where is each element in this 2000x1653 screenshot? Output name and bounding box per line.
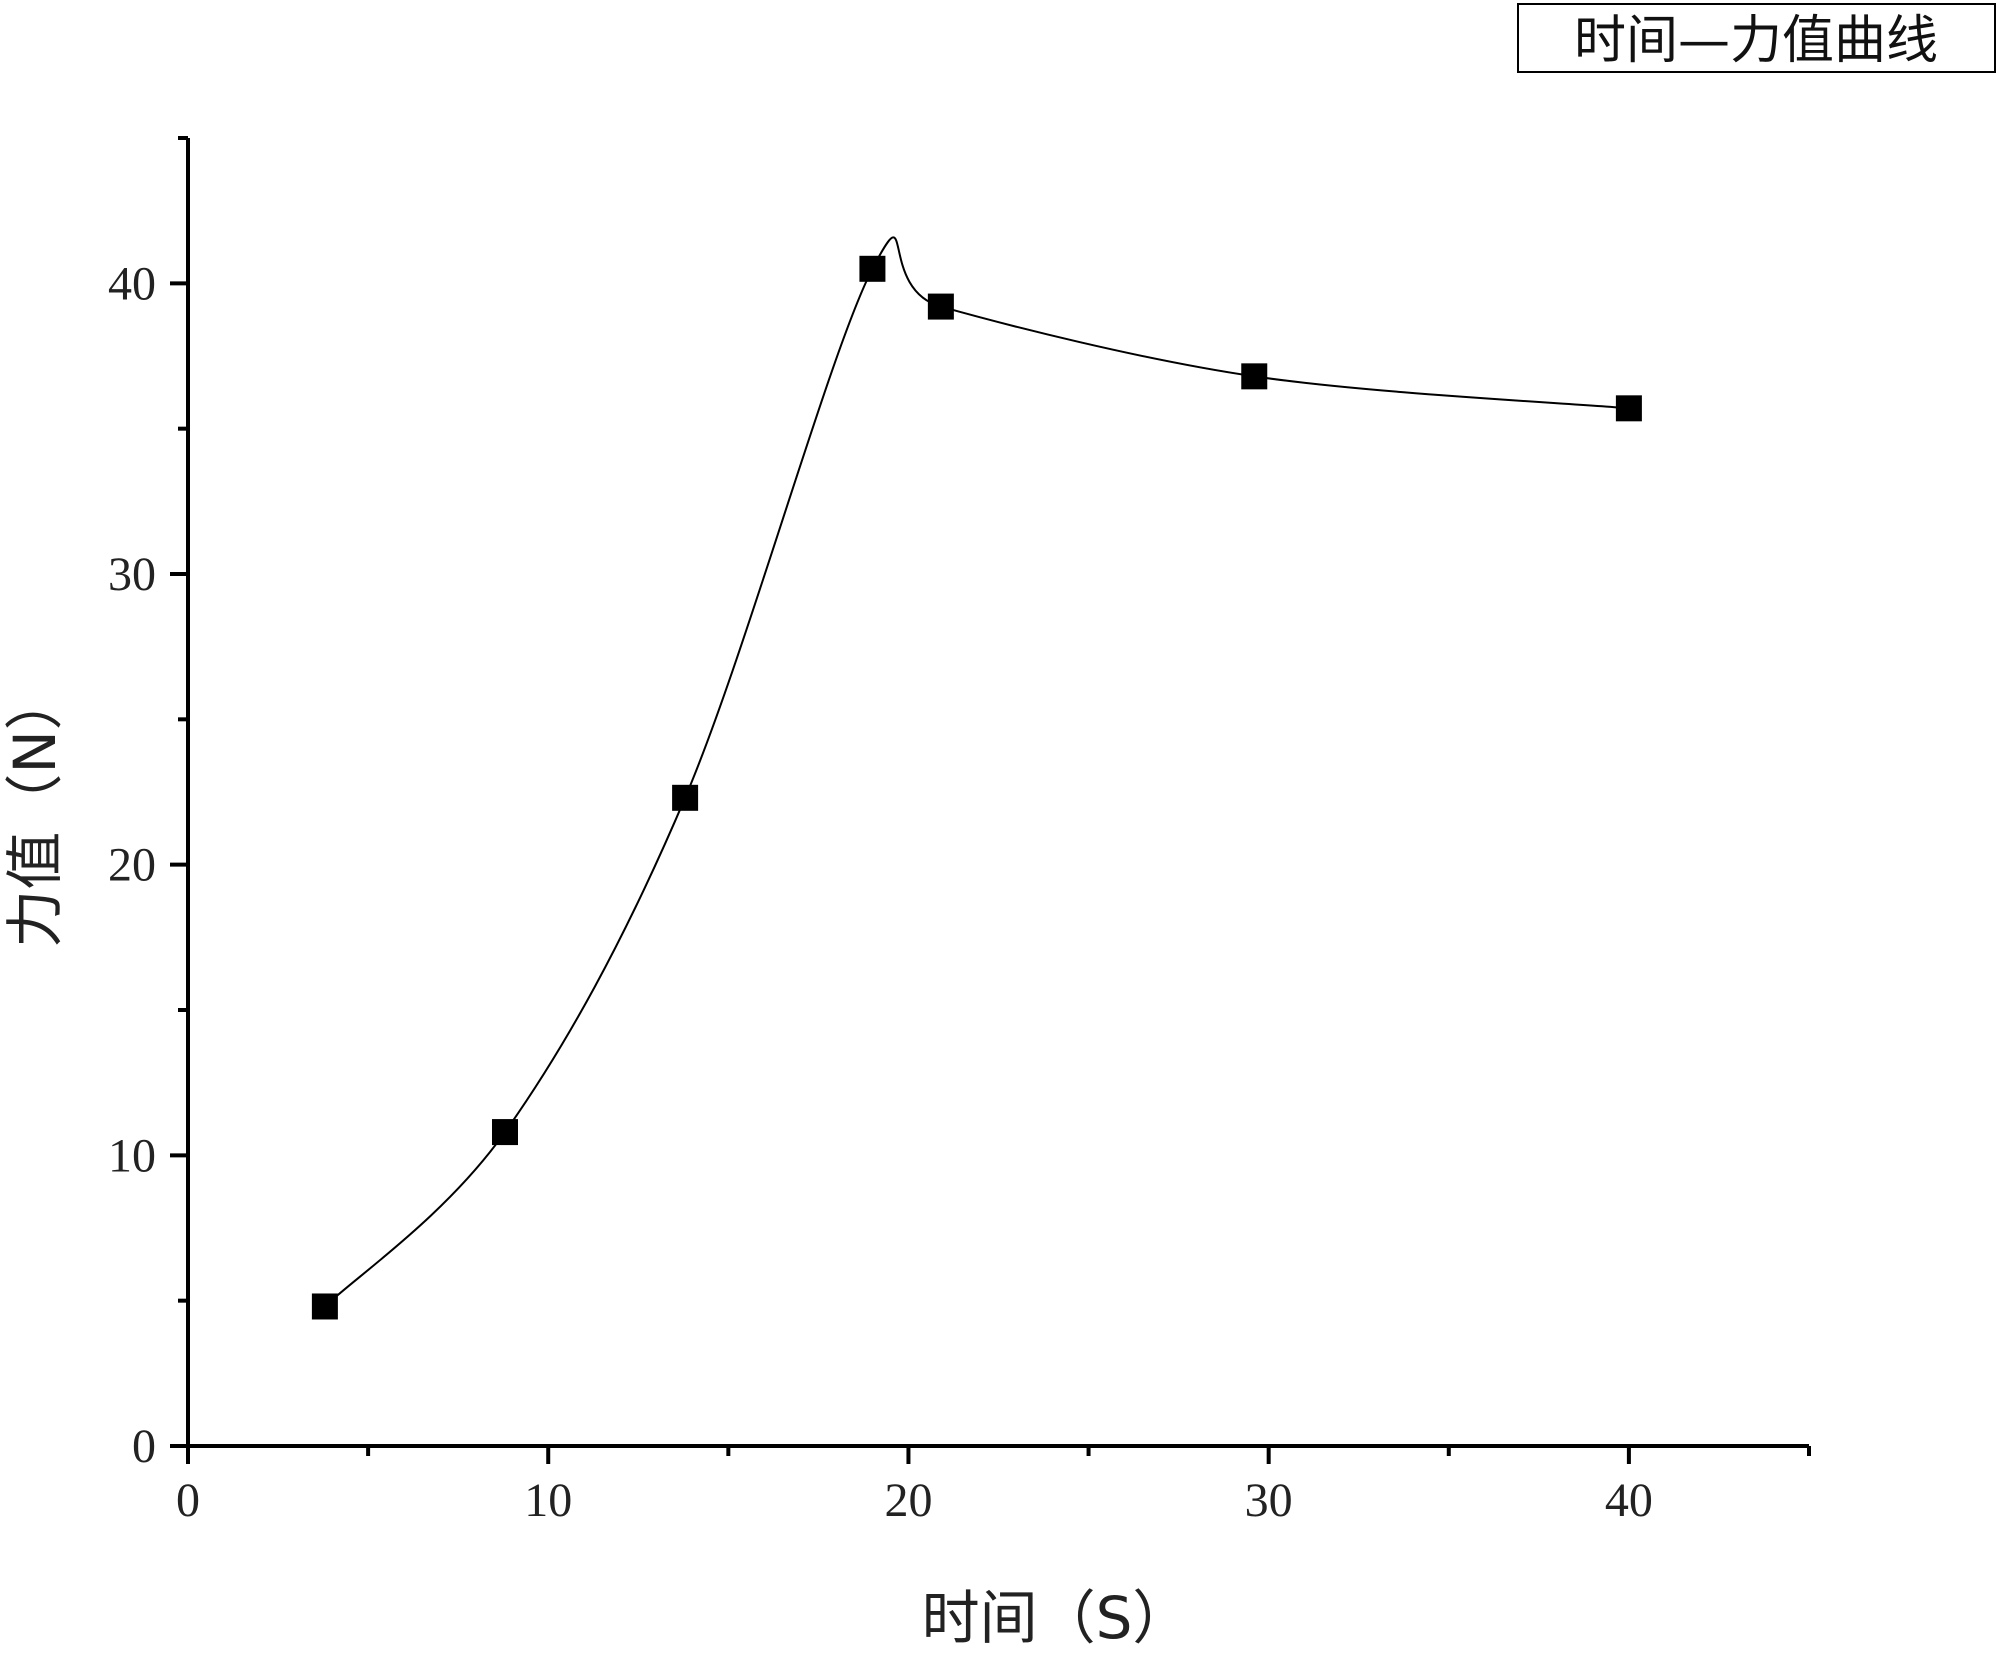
x-tick-label: 30 [1245,1474,1293,1527]
axes [186,138,1809,1448]
x-tick-label: 20 [884,1474,932,1527]
x-tick-label: 40 [1605,1474,1653,1527]
data-point-marker [672,784,699,811]
series-line [324,236,1629,1308]
data-point-marker [927,293,954,320]
y-tick-label: 20 [108,839,156,892]
data-point-marker [491,1119,518,1146]
legend-label: 时间—力值曲线 [1574,11,1938,71]
y-axis-title: 力值（N） [1,672,69,947]
y-tick-label: 10 [108,1129,156,1182]
data-point-marker [1241,363,1268,390]
data-point-marker [311,1293,338,1320]
legend-box [1517,3,1996,73]
plot-area [311,236,1642,1320]
y-tick-label: 30 [108,548,156,601]
x-axis-title: 时间（S） [922,1584,1191,1652]
data-point-marker [1615,395,1642,422]
legend: 时间—力值曲线 [1517,3,1996,73]
data-point-marker [859,255,886,282]
y-tick-label: 40 [108,257,156,310]
ticks: 0 10 20 30 40 0 10 20 30 40 [108,136,1811,1527]
series-markers [311,255,1642,1320]
y-tick-label: 0 [132,1420,156,1473]
x-tick-label: 0 [176,1474,200,1527]
x-tick-label: 10 [524,1474,572,1527]
